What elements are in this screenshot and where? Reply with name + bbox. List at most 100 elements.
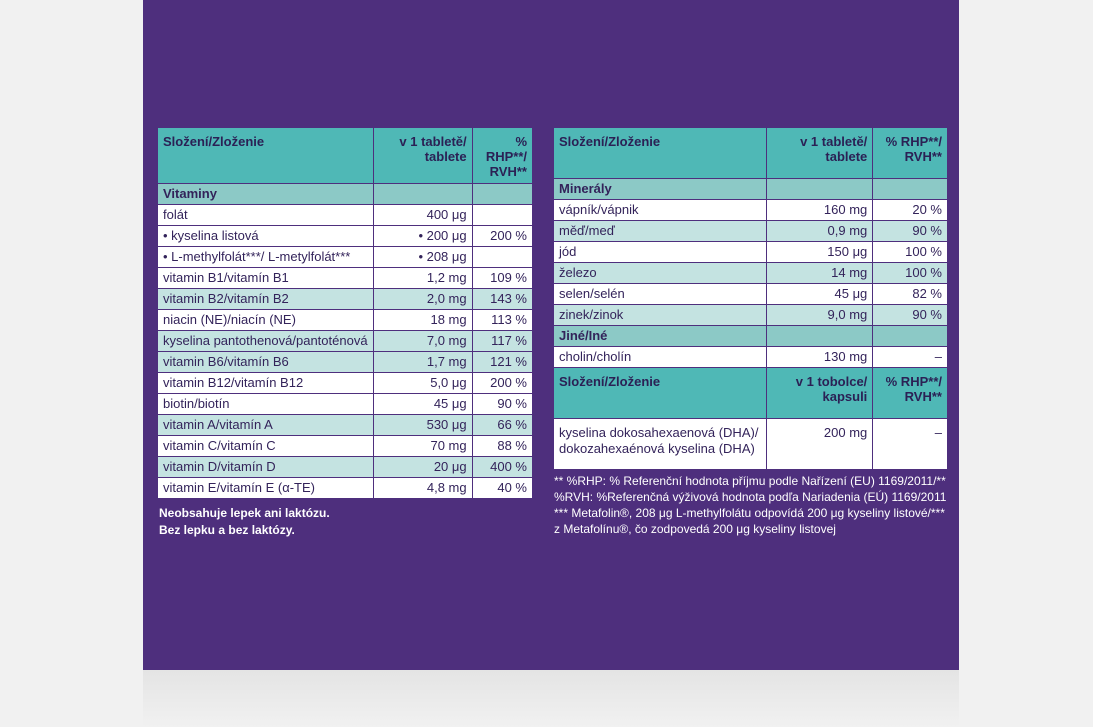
- header-composition: Složení/Zloženie: [553, 367, 767, 419]
- table-row: kyselina pantothenová/pantoténová 7,0 mg 1…: [157, 330, 534, 352]
- nutrient-rhp: 90 %: [471, 393, 534, 415]
- nutrient-amount: 9,0 mg: [765, 304, 874, 326]
- nutrient-amount: 2,0 mg: [372, 288, 473, 310]
- group-label: Minerály: [553, 178, 767, 200]
- nutrient-amount: 4,8 mg: [372, 477, 473, 499]
- nutrient-name: vitamin B2/vitamín B2: [157, 288, 374, 310]
- header-composition: Složení/Zloženie: [553, 127, 767, 179]
- table-row: selen/selén 45 μg 82 %: [553, 283, 948, 305]
- nutrient-amount: 1,2 mg: [372, 267, 473, 289]
- nutrient-amount: 45 μg: [765, 283, 874, 305]
- nutrient-name: vitamin B1/vitamín B1: [157, 267, 374, 289]
- group-row: Vitaminy: [157, 183, 534, 205]
- table-header-capsule: Složení/Zloženie v 1 tobolce/ kapsuli % …: [553, 367, 948, 419]
- nutrient-amount: 160 mg: [765, 199, 874, 221]
- nutrient-rhp: [471, 246, 534, 268]
- table-row: zinek/zinok 9,0 mg 90 %: [553, 304, 948, 326]
- nutrient-name: jód: [553, 241, 767, 263]
- nutrient-amount: 18 mg: [372, 309, 473, 331]
- note-line: Neobsahuje lepek ani laktózu.: [159, 506, 330, 520]
- nutrient-rhp: 200 %: [471, 372, 534, 394]
- note-line: Bez lepku a bez laktózy.: [159, 523, 295, 537]
- nutrient-rhp: 90 %: [872, 304, 948, 326]
- nutrient-amount: 5,0 μg: [372, 372, 473, 394]
- nutrient-rhp: 400 %: [471, 456, 534, 478]
- nutrient-rhp: –: [872, 346, 948, 368]
- table-row: vitamin D/vitamín D 20 μg 400 %: [157, 456, 534, 478]
- nutrient-rhp: 109 %: [471, 267, 534, 289]
- nutrient-name: vitamin B6/vitamín B6: [157, 351, 374, 373]
- minerals-table: Složení/Zloženie v 1 tabletě/ tablete % …: [553, 127, 948, 470]
- table-row: • L-methylfolát***/ L-metylfolát*** • 208…: [157, 246, 534, 268]
- header-rhp: % RHP**/ RVH**: [872, 127, 948, 179]
- nutrient-name: biotin/biotín: [157, 393, 374, 415]
- nutrient-name: kyselina pantothenová/pantoténová: [157, 330, 374, 352]
- nutrient-rhp: 100 %: [872, 241, 948, 263]
- header-amount: v 1 tobolce/ kapsuli: [765, 367, 874, 419]
- footnote-line: %RVH: %Referenčná výživová hodnota podľa…: [554, 490, 947, 504]
- vitamins-table: Složení/Zloženie v 1 tabletě/ tablete % …: [157, 127, 534, 499]
- nutrient-amount: 530 μg: [372, 414, 473, 436]
- nutrient-name: • kyselina listová: [157, 225, 374, 247]
- nutrient-name-line: dokozahexaénová kyselina (DHA): [559, 441, 755, 456]
- nutrient-name: vitamin B12/vitamín B12: [157, 372, 374, 394]
- nutrient-rhp: 143 %: [471, 288, 534, 310]
- nutrient-rhp: 200 %: [471, 225, 534, 247]
- table-row: měď/meď 0,9 mg 90 %: [553, 220, 948, 242]
- table-row: cholin/cholín 130 mg –: [553, 346, 948, 368]
- nutrient-name: kyselina dokosahexaenová (DHA)/ dokozahe…: [553, 418, 767, 470]
- nutrient-rhp: 82 %: [872, 283, 948, 305]
- nutrient-rhp: 66 %: [471, 414, 534, 436]
- nutrient-rhp: 117 %: [471, 330, 534, 352]
- nutrient-name: vitamin E/vitamín E (α-TE): [157, 477, 374, 499]
- nutrient-amount: • 208 μg: [372, 246, 473, 268]
- nutrient-rhp: 20 %: [872, 199, 948, 221]
- nutrient-name: cholin/cholín: [553, 346, 767, 368]
- table-row: vitamin C/vitamín C 70 mg 88 %: [157, 435, 534, 457]
- nutrient-rhp: 113 %: [471, 309, 534, 331]
- table-row: vitamin B2/vitamín B2 2,0 mg 143 %: [157, 288, 534, 310]
- nutrient-name: měď/meď: [553, 220, 767, 242]
- table-header: Složení/Zloženie v 1 tabletě/ tablete % …: [553, 127, 948, 179]
- header-rhp: % RHP**/ RVH**: [872, 367, 948, 419]
- nutrient-rhp: 121 %: [471, 351, 534, 373]
- nutrient-rhp: 40 %: [471, 477, 534, 499]
- nutrient-name: zinek/zinok: [553, 304, 767, 326]
- nutrient-name: vitamin C/vitamín C: [157, 435, 374, 457]
- nutrient-amount: 7,0 mg: [372, 330, 473, 352]
- nutrient-rhp: 88 %: [471, 435, 534, 457]
- nutrient-name: selen/selén: [553, 283, 767, 305]
- nutrient-name: folát: [157, 204, 374, 226]
- nutrient-name: vitamin D/vitamín D: [157, 456, 374, 478]
- nutrient-rhp: [471, 204, 534, 226]
- group-row: Minerály: [553, 178, 948, 200]
- table-row: biotin/biotín 45 μg 90 %: [157, 393, 534, 415]
- footnote-line: *** Metafolin®, 208 μg L-methylfolátu od…: [554, 506, 945, 520]
- nutrient-amount: 200 mg: [765, 418, 874, 470]
- nutrient-amount: 1,7 mg: [372, 351, 473, 373]
- table-row: vitamin A/vitamín A 530 μg 66 %: [157, 414, 534, 436]
- nutrient-name: vápník/vápnik: [553, 199, 767, 221]
- footnote-line: z Metafolínu®, čo zodpovedá 200 μg kysel…: [554, 522, 836, 536]
- table-row: vitamin B6/vitamín B6 1,7 mg 121 %: [157, 351, 534, 373]
- table-row: vitamin B1/vitamín B1 1,2 mg 109 %: [157, 267, 534, 289]
- nutrient-amount: 45 μg: [372, 393, 473, 415]
- table-row: železo 14 mg 100 %: [553, 262, 948, 284]
- table-row: • kyselina listová • 200 μg 200 %: [157, 225, 534, 247]
- nutrient-amount: • 200 μg: [372, 225, 473, 247]
- header-composition: Složení/Zloženie: [157, 127, 374, 184]
- nutrient-rhp: –: [872, 418, 948, 470]
- nutrient-amount: 70 mg: [372, 435, 473, 457]
- table-row: niacin (NE)/niacín (NE) 18 mg 113 %: [157, 309, 534, 331]
- table-row: folát 400 μg: [157, 204, 534, 226]
- group-label: Vitaminy: [157, 183, 374, 205]
- group-row: Jiné/Iné: [553, 325, 948, 347]
- nutrient-name: železo: [553, 262, 767, 284]
- panel-shadow: [143, 670, 959, 727]
- table-row: kyselina dokosahexaenová (DHA)/ dokozahe…: [553, 418, 948, 470]
- nutrient-amount: 14 mg: [765, 262, 874, 284]
- header-rhp: % RHP**/ RVH**: [471, 127, 534, 184]
- nutrient-amount: 20 μg: [372, 456, 473, 478]
- group-label: Jiné/Iné: [553, 325, 767, 347]
- nutrient-amount: 400 μg: [372, 204, 473, 226]
